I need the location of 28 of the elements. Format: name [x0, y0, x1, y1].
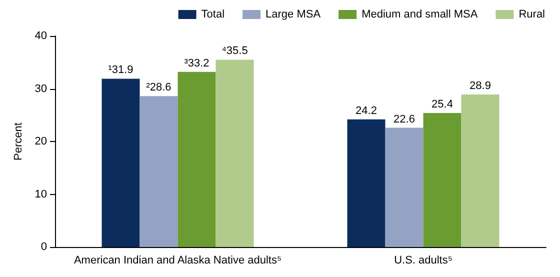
y-tick-label: 0 [40, 241, 47, 253]
y-axis-title: Percent [12, 122, 24, 160]
legend-label: Large MSA [266, 8, 322, 20]
legend-label: Total [201, 8, 225, 20]
y-tick-label: 40 [34, 30, 47, 42]
data-label: ³33.2 [184, 57, 210, 70]
x-tick-label: American Indian and Alaska Native adults⁵ [74, 254, 282, 266]
bar [140, 96, 178, 247]
data-label: 22.6 [394, 113, 415, 126]
bar [347, 119, 386, 247]
legend-label: Rural [518, 8, 546, 20]
bar [423, 113, 462, 247]
data-label: ²28.6 [146, 82, 172, 94]
x-tick-label: U.S. adults⁵ [394, 254, 452, 266]
data-label: 24.2 [356, 104, 377, 117]
data-label: 25.4 [432, 98, 453, 111]
legend-label: Medium and small MSA [362, 8, 478, 20]
bar [178, 72, 216, 247]
data-label: ¹31.9 [108, 64, 134, 76]
bar [216, 60, 254, 247]
bar [102, 78, 140, 247]
bar [461, 94, 500, 247]
y-tick-label: 10 [34, 188, 47, 200]
data-label: 28.9 [470, 80, 491, 92]
bar [385, 128, 424, 247]
y-tick-label: 20 [34, 136, 47, 148]
data-label: ⁴35.5 [222, 45, 248, 58]
y-tick-label: 30 [34, 82, 47, 95]
